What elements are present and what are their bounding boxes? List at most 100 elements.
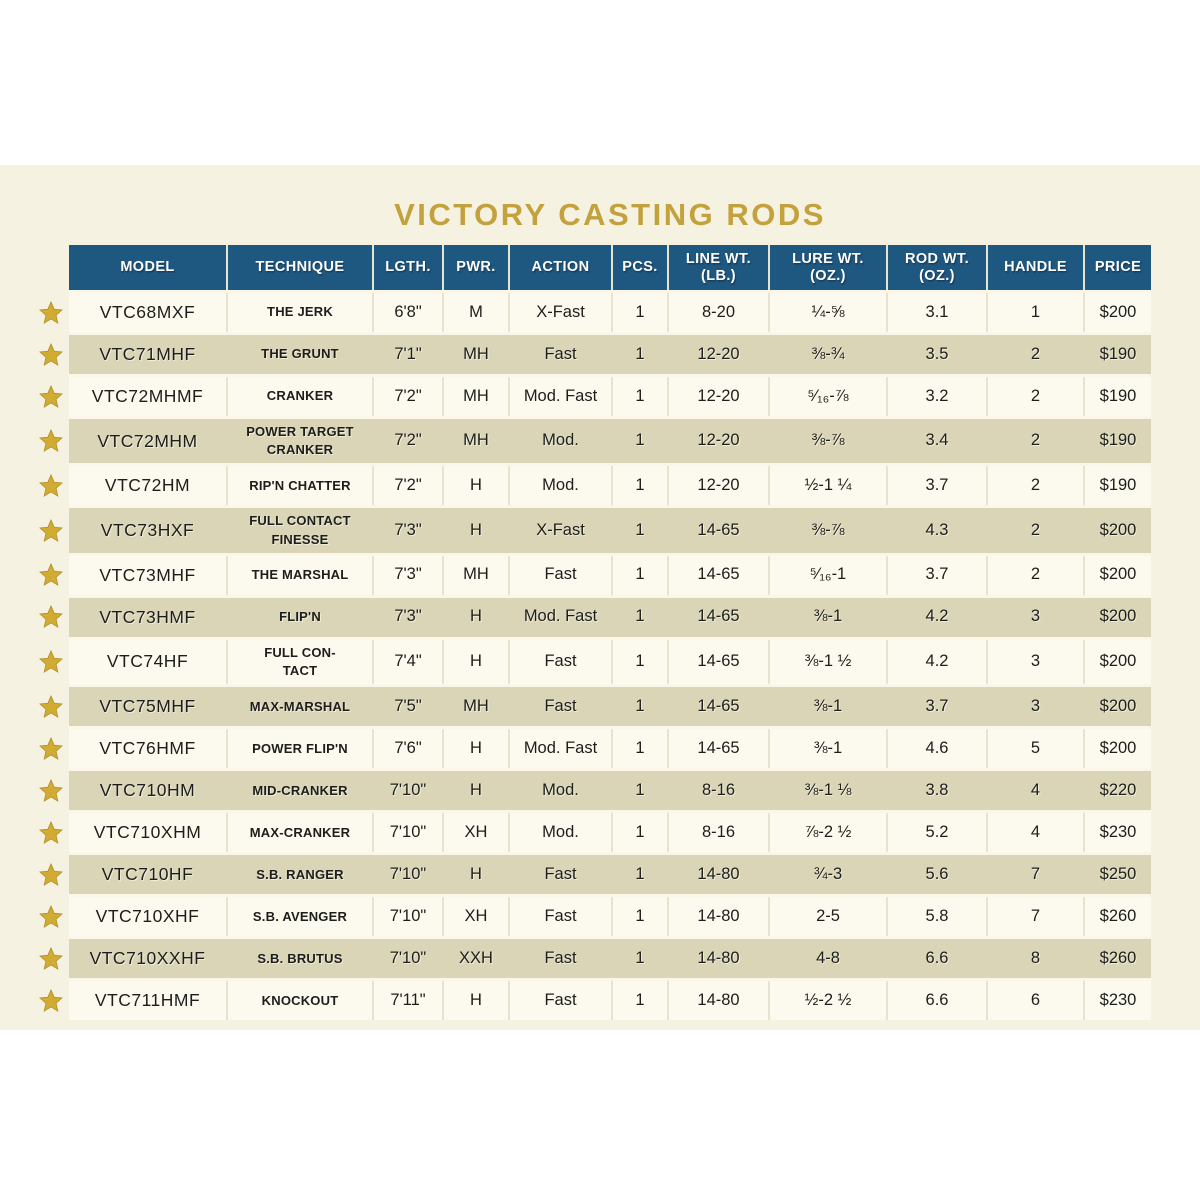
star-icon <box>38 342 64 368</box>
body-cell: 3 <box>986 639 1083 685</box>
star-icon <box>38 736 64 762</box>
body-cell: 4 <box>1030 780 1041 799</box>
table-row: VTC72MHMF CRANKER 7'2" MH Mod. Fast 1 12-20 ⁵⁄₁… <box>39 374 1151 416</box>
body-cell: 7'3" <box>394 520 422 539</box>
body-cell: 3.8 <box>925 780 949 799</box>
body-cell: VTC72MHM <box>97 430 198 451</box>
body-cell: THE GRUNT <box>261 346 339 362</box>
body-cell: $200 <box>1099 520 1137 539</box>
body-cell: MAX-CRANKER <box>226 813 372 853</box>
table-header-row: MODEL TECHNIQUE LGTH. PWR. ACTION PCS. LINE WT… <box>69 245 1151 290</box>
body-cell: Fast <box>544 948 577 967</box>
body-cell: THE JERK <box>226 293 372 332</box>
body-cell: H <box>442 639 508 685</box>
body-cell: 14-80 <box>667 897 768 937</box>
body-cell: MH <box>463 431 489 450</box>
star-icon <box>38 862 64 888</box>
star-icon <box>38 946 64 972</box>
body-cell: M <box>442 293 508 332</box>
body-cell: 1 <box>611 897 667 937</box>
body-cell: 14-65 <box>697 696 740 715</box>
body-cell: 14-65 <box>667 555 768 595</box>
body-cell: 1 <box>611 981 667 1021</box>
body-cell: 14-65 <box>667 639 768 685</box>
body-cell: $230 <box>1083 813 1151 853</box>
body-cell: Mod. Fast <box>508 729 611 769</box>
body-cell: 8 <box>1030 948 1041 967</box>
body-cell: H <box>470 520 482 539</box>
body-cell: POWER TARGET CRANKER <box>246 424 354 458</box>
body-cell: S.B. AVENGER <box>226 897 372 937</box>
body-cell: 3 <box>1030 607 1041 626</box>
body-cell: Mod. Fast <box>523 607 598 626</box>
body-cell: Fast <box>544 344 577 363</box>
header-cell: ROD WT. (OZ.) <box>886 245 986 290</box>
star-icon <box>38 428 64 454</box>
body-cell: $230 <box>1083 981 1151 1021</box>
body-cell: ⅜-1 ½ <box>768 639 886 685</box>
body-cell: H <box>442 981 508 1021</box>
body-cell: $190 <box>1083 466 1151 506</box>
star-icon <box>38 518 64 544</box>
body-cell: 14-65 <box>697 520 740 539</box>
body-cell: 1 <box>611 813 667 853</box>
body-cell: 7'2" <box>372 466 442 506</box>
body-cell: POWER FLIP'N <box>226 729 372 769</box>
table-row: VTC71MHF THE GRUNT 7'1" MH Fast 1 12-20 ⅜-¾ 3.5 2… <box>39 332 1151 374</box>
star-icon <box>38 694 64 720</box>
body-cell: ⁵⁄₁₆-⅞ <box>768 377 886 416</box>
body-cell: FLIP'N <box>279 609 321 625</box>
body-cell: ¼-⅝ <box>768 293 886 332</box>
header-cell: MODEL <box>120 259 175 276</box>
body-cell: 6 <box>986 981 1083 1021</box>
body-cell: 7'2" <box>394 431 422 450</box>
body-cell: 1 <box>986 293 1083 332</box>
body-cell: 8-16 <box>701 780 736 799</box>
body-cell: 5.8 <box>886 897 986 937</box>
body-cell: 4.2 <box>925 607 949 626</box>
body-cell: RIP'N CHATTER <box>226 466 372 506</box>
header-cell: TECHNIQUE <box>226 245 372 290</box>
body-cell: Fast <box>508 639 611 685</box>
body-cell: VTC75MHF <box>99 696 196 717</box>
body-cell: 7'6" <box>372 729 442 769</box>
body-cell: THE MARSHAL <box>226 555 372 595</box>
body-cell: H <box>470 607 482 626</box>
body-cell: 3.7 <box>886 555 986 595</box>
body-cell: $190 <box>1083 377 1151 416</box>
body-cell: H <box>442 466 508 506</box>
body-cell: 1 <box>611 466 667 506</box>
table-row: VTC710HF S.B. RANGER 7'10" H Fast 1 14-80 ¾-3 5.… <box>39 852 1151 895</box>
body-cell: ⁵⁄₁₆-1 <box>768 555 886 595</box>
body-cell: 2-5 <box>768 897 886 937</box>
body-cell: 2 <box>1030 431 1041 450</box>
body-cell: ⅜-1 <box>768 729 886 769</box>
body-cell: 4 <box>986 813 1083 853</box>
body-cell: 12-20 <box>697 431 740 450</box>
body-cell: ¾-3 <box>813 864 843 883</box>
body-cell: 7 <box>986 897 1083 937</box>
body-cell: VTC710XHM <box>93 822 202 843</box>
header-cell: LGTH. <box>372 245 442 290</box>
body-cell: Mod. <box>508 813 611 853</box>
body-cell: 2 <box>986 555 1083 595</box>
body-cell: 7 <box>1030 864 1041 883</box>
body-cell: CRANKER <box>226 377 372 416</box>
body-cell: 2 <box>1030 520 1041 539</box>
body-cell: Mod. Fast <box>508 377 611 416</box>
table-row: VTC72HM RIP'N CHATTER 7'2" H Mod. 1 12-20 ½-1 ¼… <box>39 463 1151 506</box>
body-cell: 3.1 <box>886 293 986 332</box>
body-cell: 12-20 <box>697 344 740 363</box>
body-cell: 1 <box>635 520 645 539</box>
body-cell: 7'10" <box>389 948 427 967</box>
star-icon <box>38 649 64 675</box>
body-cell: 1 <box>635 344 645 363</box>
header-cell: PRICE <box>1083 245 1151 290</box>
body-cell: VTC76HMF <box>99 738 196 759</box>
body-cell: ⅞-2 ½ <box>768 813 886 853</box>
body-cell: 8-16 <box>667 813 768 853</box>
body-cell: $200 <box>1083 729 1151 769</box>
body-cell: 3.4 <box>925 431 949 450</box>
body-cell: 4.6 <box>886 729 986 769</box>
